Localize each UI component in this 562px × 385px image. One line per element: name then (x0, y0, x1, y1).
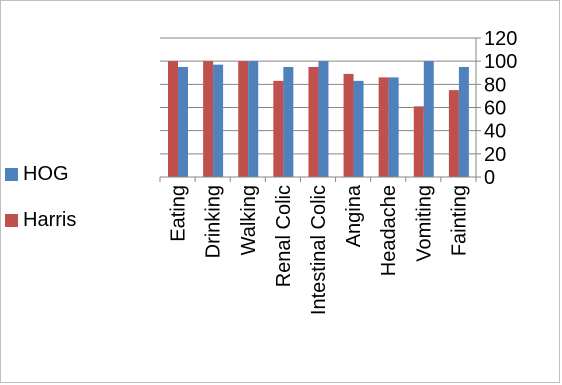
legend-swatch-harris (5, 214, 18, 227)
legend-label-hog: HOG (23, 163, 69, 185)
bar-hog-1 (213, 64, 224, 177)
bar-hog-5 (353, 80, 364, 177)
bar-hog-6 (388, 77, 399, 177)
bar-harris-6 (378, 77, 389, 177)
bar-hog-8 (458, 66, 469, 177)
legend-item-hog: HOG (5, 163, 145, 187)
bar-hog-2 (248, 61, 259, 177)
bar-harris-7 (413, 106, 424, 177)
bar-harris-5 (343, 73, 354, 177)
bar-hog-3 (283, 66, 294, 177)
bar-hog-7 (423, 61, 434, 177)
legend-label-harris: Harris (23, 209, 77, 231)
category-label: Vomiting (413, 185, 435, 262)
y-tick-label: 60 (484, 98, 506, 120)
y-tick-label: 80 (484, 74, 506, 96)
y-tick-label: 20 (484, 144, 506, 166)
category-label: Walking (238, 185, 260, 255)
category-label: Renal Colic (273, 185, 295, 287)
bar-harris-4 (308, 66, 319, 177)
category-label: Angina (343, 184, 365, 247)
bar-harris-0 (168, 61, 178, 177)
bar-harris-1 (203, 61, 214, 177)
category-label: Intestinal Colic (308, 185, 330, 315)
category-label: Eating (168, 185, 190, 242)
bar-hog-0 (178, 66, 188, 177)
bar-harris-2 (238, 61, 249, 177)
bar-harris-3 (273, 80, 284, 177)
legend-swatch-hog (5, 168, 18, 181)
y-tick-label: 0 (484, 167, 495, 189)
bar-hog-4 (318, 61, 329, 177)
y-tick-label: 120 (484, 28, 517, 50)
y-tick-label: 100 (484, 51, 517, 73)
bar-harris-8 (448, 90, 459, 177)
category-label: Fainting (448, 185, 470, 256)
category-label: Headache (378, 185, 400, 276)
y-tick-label: 40 (484, 121, 506, 143)
legend-item-harris: Harris (5, 209, 145, 233)
category-label: Drinking (203, 185, 225, 258)
